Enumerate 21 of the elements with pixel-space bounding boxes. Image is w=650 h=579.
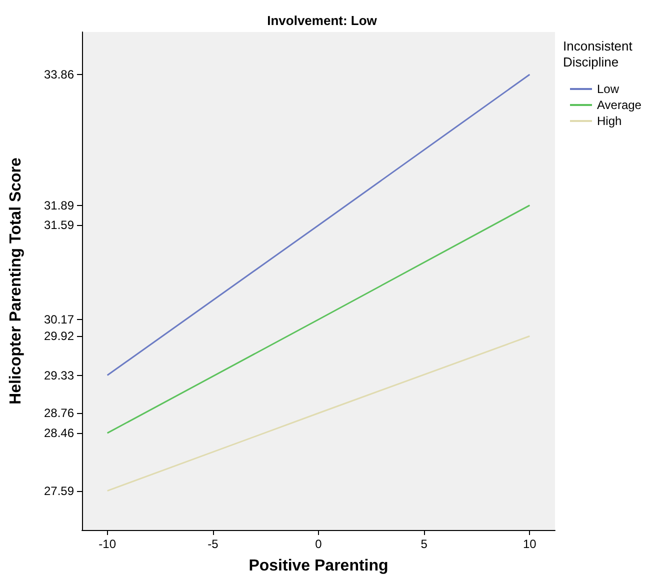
chart-title: Involvement: Low <box>267 13 378 28</box>
legend-title: Inconsistent Discipline <box>563 38 633 70</box>
y-tick-label: 31.59 <box>44 218 74 232</box>
x-tick-label: -5 <box>208 537 219 551</box>
x-tick-label: 0 <box>315 537 322 551</box>
y-tick-label: 29.92 <box>44 329 74 344</box>
x-axis-title: Positive Parenting <box>248 558 388 574</box>
legend-label: High <box>597 114 622 128</box>
y-tick-label: 31.89 <box>44 198 74 212</box>
y-tick-label: 28.76 <box>44 406 74 420</box>
x-tick-label: 10 <box>522 537 537 551</box>
y-tick-label: 28.46 <box>44 426 74 440</box>
y-tick-label: 29.33 <box>44 368 74 382</box>
x-tick-label: -10 <box>98 537 116 551</box>
x-tick-label: 5 <box>420 537 428 551</box>
y-axis-title: Helicopter Parenting Total Score <box>8 157 24 404</box>
legend-label: Low <box>597 82 620 96</box>
legend-label: Average <box>597 98 642 112</box>
y-tick-label: 27.59 <box>44 484 74 498</box>
y-tick-label: 33.86 <box>44 67 74 82</box>
y-tick-label: 30.17 <box>44 312 74 327</box>
